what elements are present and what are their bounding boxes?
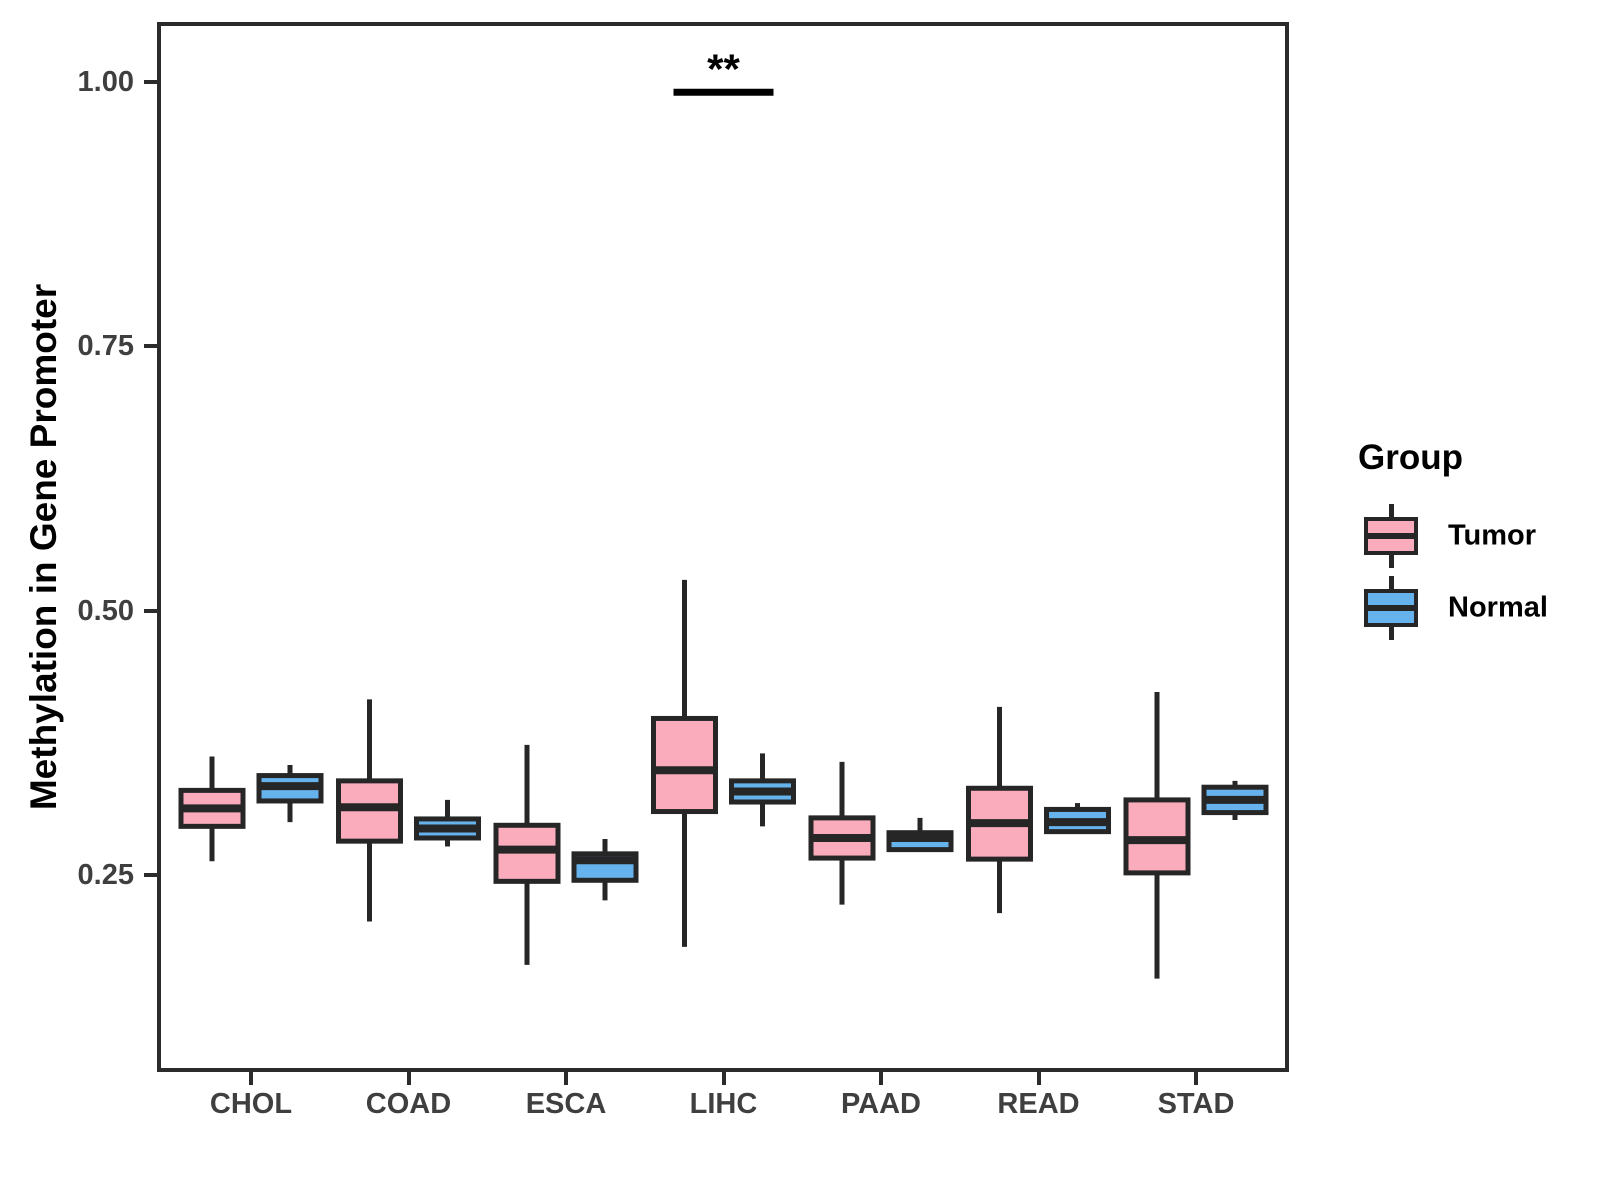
boxplot-canvas: ** xyxy=(178,45,1269,979)
y-tick-label-0.75: 0.75 xyxy=(77,330,134,363)
y-tick-label-0.50: 0.50 xyxy=(77,594,134,627)
box-tumor-LIHC xyxy=(651,715,718,815)
y-tick-mark-0.25 xyxy=(144,873,157,877)
legend-title: Group xyxy=(1358,438,1463,477)
x-tick-label-PAAD: PAAD xyxy=(840,1088,922,1120)
x-tick-label-READ: READ xyxy=(997,1088,1080,1120)
legend-item-tumor: Tumor xyxy=(1330,504,1590,568)
y-tick-mark-0.75 xyxy=(144,344,157,349)
x-tick-label-STAD: STAD xyxy=(1157,1088,1235,1120)
key-median xyxy=(1368,533,1414,539)
y-tick-mark-1.00 xyxy=(144,79,157,84)
tumor-boxplot-key-icon xyxy=(1364,504,1418,568)
legend-label-normal: Normal xyxy=(1448,591,1548,624)
x-tick-mark-COAD xyxy=(406,1072,411,1085)
y-tick-label-1.00: 1.00 xyxy=(77,65,134,98)
key-box xyxy=(1364,589,1418,627)
normal-boxplot-key-icon xyxy=(1364,576,1418,640)
x-tick-label-ESCA: ESCA xyxy=(525,1088,607,1120)
y-tick-mark-0.50 xyxy=(144,608,157,613)
legend-item-normal: Normal xyxy=(1330,576,1590,640)
legend: Group Tumor Normal xyxy=(1330,438,1590,648)
x-tick-mark-STAD xyxy=(1194,1072,1198,1085)
x-tick-mark-LIHC xyxy=(721,1072,726,1085)
key-box xyxy=(1364,517,1418,555)
plot-panel: ** xyxy=(157,22,1289,1072)
key-median xyxy=(1368,605,1414,611)
x-tick-mark-ESCA xyxy=(564,1072,568,1085)
x-tick-label-LIHC: LIHC xyxy=(689,1088,758,1120)
legend-label-tumor: Tumor xyxy=(1448,519,1537,552)
x-tick-label-COAD: COAD xyxy=(365,1088,452,1120)
x-tick-mark-PAAD xyxy=(879,1072,883,1085)
x-tick-mark-CHOL xyxy=(249,1072,253,1085)
x-tick-mark-READ xyxy=(1036,1072,1041,1085)
significance-stars: ** xyxy=(707,45,740,92)
y-tick-label-0.25: 0.25 xyxy=(77,859,134,891)
x-tick-label-CHOL: CHOL xyxy=(209,1088,293,1120)
